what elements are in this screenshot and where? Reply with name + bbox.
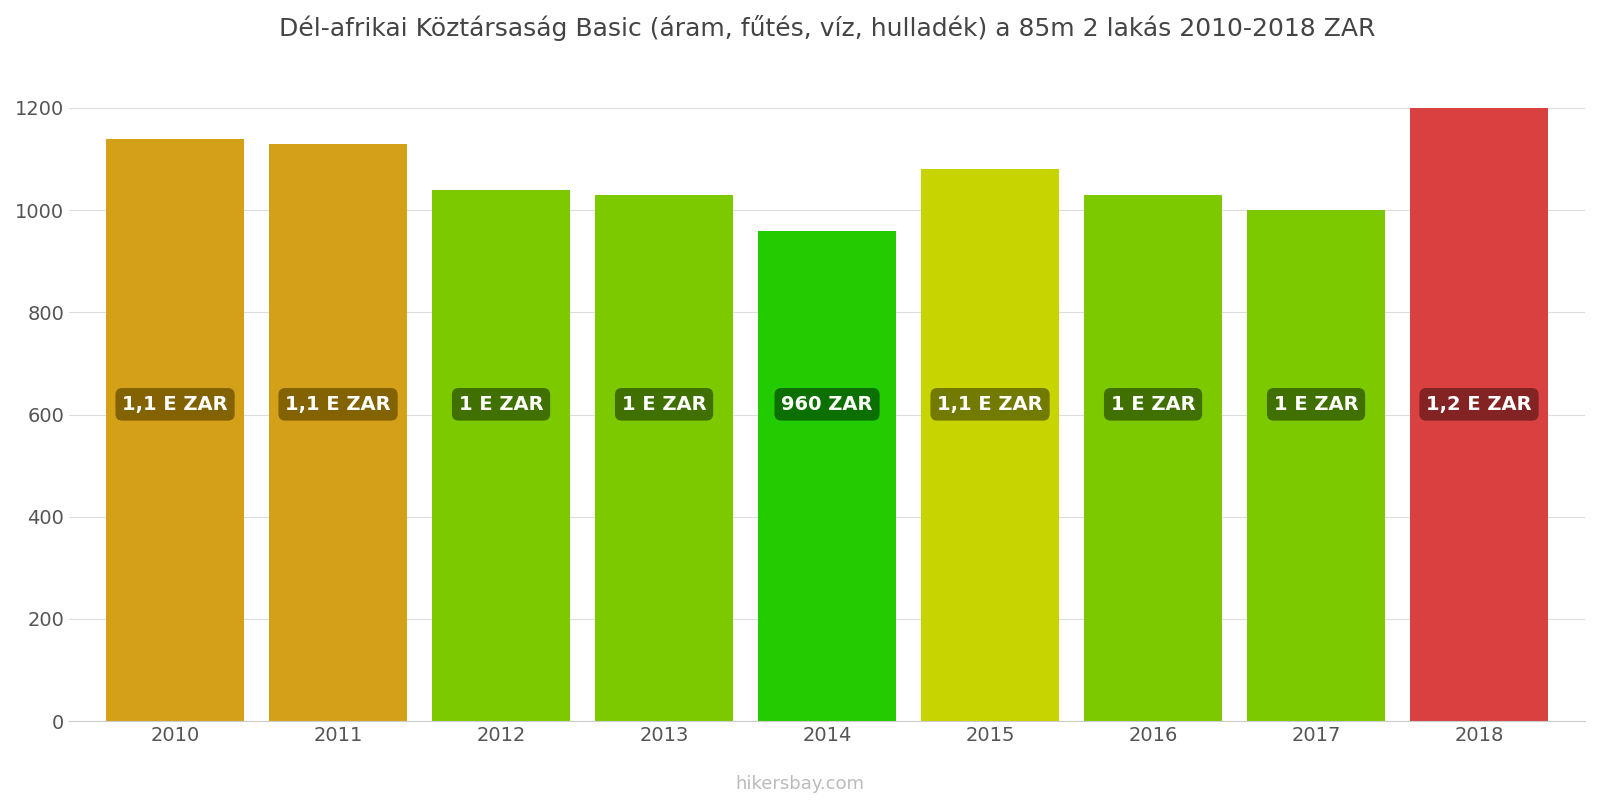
Text: 1 E ZAR: 1 E ZAR: [1110, 395, 1195, 414]
Bar: [920, 170, 1059, 721]
Bar: [106, 138, 245, 721]
Bar: [1246, 210, 1386, 721]
Text: 1,1 E ZAR: 1,1 E ZAR: [938, 395, 1043, 414]
Text: 1,2 E ZAR: 1,2 E ZAR: [1426, 395, 1531, 414]
Bar: [1410, 108, 1549, 721]
Bar: [758, 230, 896, 721]
Bar: [1083, 195, 1222, 721]
Text: 1,1 E ZAR: 1,1 E ZAR: [285, 395, 390, 414]
Text: 1 E ZAR: 1 E ZAR: [1274, 395, 1358, 414]
Bar: [432, 190, 570, 721]
Title: Dél-afrikai Köztársaság Basic (áram, fűtés, víz, hulladék) a 85m 2 lakás 2010-20: Dél-afrikai Köztársaság Basic (áram, fűt…: [278, 15, 1376, 41]
Bar: [595, 195, 733, 721]
Text: 1,1 E ZAR: 1,1 E ZAR: [122, 395, 227, 414]
Text: 1 E ZAR: 1 E ZAR: [622, 395, 706, 414]
Text: hikersbay.com: hikersbay.com: [736, 775, 864, 793]
Bar: [269, 144, 408, 721]
Text: 960 ZAR: 960 ZAR: [781, 395, 874, 414]
Text: 1 E ZAR: 1 E ZAR: [459, 395, 544, 414]
